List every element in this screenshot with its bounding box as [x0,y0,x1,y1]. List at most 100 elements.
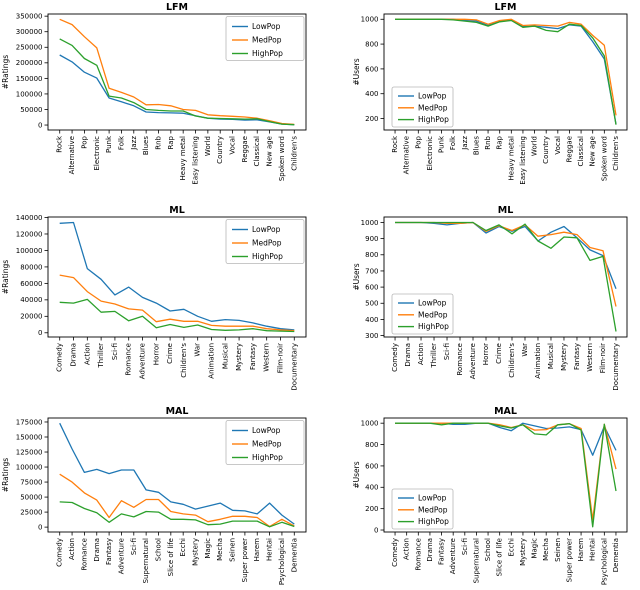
x-tick-label: Hentai [266,538,274,561]
y-tick-label: 600 [365,462,378,470]
legend-label-lowpop: LowPop [252,225,281,234]
legend-box [225,16,305,61]
series-line-medpop [59,473,295,528]
y-tick-label: 200 [365,505,378,513]
x-tick-label: Romance [414,538,422,571]
x-tick-label: Rap [496,135,504,149]
series-line-highpop [59,38,295,126]
legend-label-medpop: MedPop [418,505,448,514]
y-tick-label: 800 [365,441,378,449]
x-tick-label: Comedy [391,538,399,567]
x-tick-label: Reggae [241,136,249,162]
x-tick-label: Sci-fi [111,343,119,360]
x-tick-label: Horror [482,343,490,365]
x-tick-label: Rock [391,135,399,153]
legend-box [225,219,305,264]
x-tick-label: Horror [152,343,160,365]
x-tick-label: Action [417,343,425,365]
y-tick-label: 250000 [16,44,43,52]
x-tick-label: Children's [290,136,298,171]
chart-canvas: 0 50000 100000 150000 200000 250000 300000 3500… [1,2,307,185]
x-tick-label: Film-noir [277,343,285,373]
x-tick-label: Folk [117,135,125,150]
x-tick-label: Romance [125,343,133,376]
x-tick-label: Comedy [391,343,399,372]
x-tick-label: Jazz [130,136,138,151]
x-tick-label: Sci-fi [443,343,451,360]
x-tick-label: Drama [93,538,101,562]
y-tick-label: 50000 [20,493,42,501]
x-tick-label: Fantasy [573,343,581,370]
series-line-lowpop [59,422,295,525]
x-tick-label: Documentary [290,343,298,391]
x-tick-label: Country [542,136,550,164]
x-tick-label: Adventure [449,538,457,574]
x-tick-label: Rock [56,135,64,153]
y-tick-label: 0 [38,524,42,532]
x-tick-label: Dementia [612,538,620,572]
legend: LowPop MedPop HighPop [391,293,454,335]
y-axis-label: #Users [352,58,361,85]
y-tick-label: 1000 [361,420,379,428]
chart-ml-ratings: 0 20000 40000 60000 80000 100000 120000 140000 C… [0,196,320,391]
x-tick-label: Punk [105,135,113,153]
x-tick-label: Pop [414,135,422,148]
legend-label-highpop: HighPop [252,252,283,261]
x-tick-label: Electronic [93,136,101,171]
x-tick-label: Country [216,136,224,164]
chart-canvas: 300 400 500 600 700 800 900 1000 Comedy Drama Acti… [352,205,628,391]
y-tick-label: 125000 [16,448,43,456]
y-tick-label: 50000 [20,106,42,114]
x-tick-label: Hentai [589,538,597,561]
legend-box [391,488,454,530]
chart-lfm-users: 200 400 600 800 1000 Rock Alternative Pop Electr… [320,0,640,196]
x-tick-label: Rnb [484,135,492,149]
chart-canvas: 0 25000 50000 75000 100000 125000 150000 175000… [1,406,307,585]
chart-lfm-ratings: 0 50000 100000 150000 200000 250000 300000 3500… [0,0,320,196]
x-tick-label: Thriller [430,343,438,369]
y-tick-label: 800 [365,251,378,259]
series-line-highpop [395,221,617,332]
x-tick-label: Mystery [519,538,527,566]
x-tick-label: Heavy metal [179,136,187,181]
y-tick-label: 900 [365,235,378,243]
y-axis-label: #Ratings [1,55,10,89]
x-tick-label: World [531,136,539,156]
x-tick-label: Drama [426,538,434,562]
y-tick-label: 400 [365,316,378,324]
x-tick-label: Psychological [278,538,286,585]
x-tick-label: Seinen [554,538,562,562]
plot-frame [383,417,628,533]
x-tick-label: Super power [241,538,249,582]
x-tick-label: Electronic [426,136,434,171]
series-line-lowpop [59,54,295,126]
x-tick-label: Mecha [542,538,550,561]
plot-frame [47,417,307,533]
x-tick-label: Comedy [56,343,64,372]
x-tick-label: Drama [70,343,78,367]
y-axis-label: #Ratings [1,458,10,492]
x-tick-label: Romance [80,538,88,571]
legend-label-medpop: MedPop [252,36,282,45]
x-tick-label: Western [263,343,271,372]
legend-label-lowpop: LowPop [252,22,281,31]
x-tick-label: Spoken word [600,136,608,181]
y-tick-label: 300 [365,332,378,340]
x-tick-label: Adventure [139,343,147,379]
plot-frame [47,13,307,131]
y-tick-label: 75000 [20,478,42,486]
x-tick-label: School [155,538,163,561]
series-line-highpop [59,501,295,528]
legend-label-lowpop: LowPop [418,299,447,308]
x-tick-label: Ecchi [179,538,187,557]
legend-label-medpop: MedPop [418,103,448,112]
x-tick-label: Punk [438,135,446,153]
x-tick-label: Vocal [229,136,237,155]
series-line-highpop [395,422,617,528]
x-tick-label: Documentary [612,343,620,391]
x-tick-label: Sci-fi [130,538,138,555]
x-tick-label: Pop [80,135,88,148]
legend-label-medpop: MedPop [252,440,282,449]
y-tick-label: 140000 [16,214,43,222]
x-tick-label: Western [586,343,594,372]
